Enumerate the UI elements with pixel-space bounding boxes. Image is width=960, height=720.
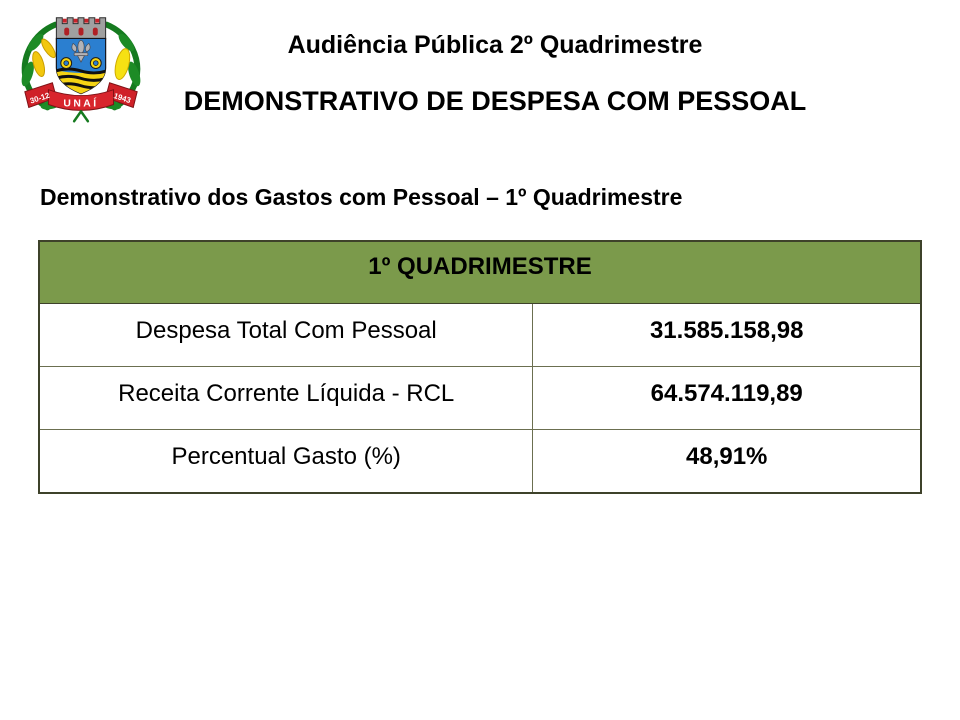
fleur-de-lis-icon [71,40,91,63]
row-label-despesa-total: Despesa Total Com Pessoal [38,303,534,367]
slide-title: Audiência Pública 2º Quadrimestre [287,31,703,59]
yellow-rings-icon [60,57,102,69]
ribbon-municipality-name: UNAÍ [63,96,98,109]
row-value-receita-corrente: 64.574.119,89 [532,366,922,430]
personnel-expense-table: 1º QUADRIMESTRE Despesa Total Com Pessoa… [38,240,922,494]
row-label-receita-corrente: Receita Corrente Líquida - RCL [38,366,534,430]
table-row: Percentual Gasto (%) 48,91% [38,429,922,494]
table-header-row: 1º QUADRIMESTRE [38,240,922,304]
mural-crown-icon [55,17,107,45]
row-label-percentual-gasto: Percentual Gasto (%) [38,429,534,494]
row-value-percentual-gasto: 48,91% [532,429,922,494]
section-heading: Demonstrativo dos Gastos com Pessoal – 1… [40,184,683,210]
ribbon-sprig-icon [72,110,90,123]
unai-coat-of-arms-logo: 30-12 1943 UNAÍ [21,17,141,123]
table-row: Despesa Total Com Pessoal 31.585.158,98 [38,303,922,367]
slide-subtitle: DEMONSTRATIVO DE DESPESA COM PESSOAL [183,86,807,116]
row-value-despesa-total: 31.585.158,98 [532,303,922,367]
table-row: Receita Corrente Líquida - RCL 64.574.11… [38,366,922,430]
table-header: 1º QUADRIMESTRE [38,240,922,304]
ribbon-icon: 30-12 1943 UNAÍ [24,82,138,123]
